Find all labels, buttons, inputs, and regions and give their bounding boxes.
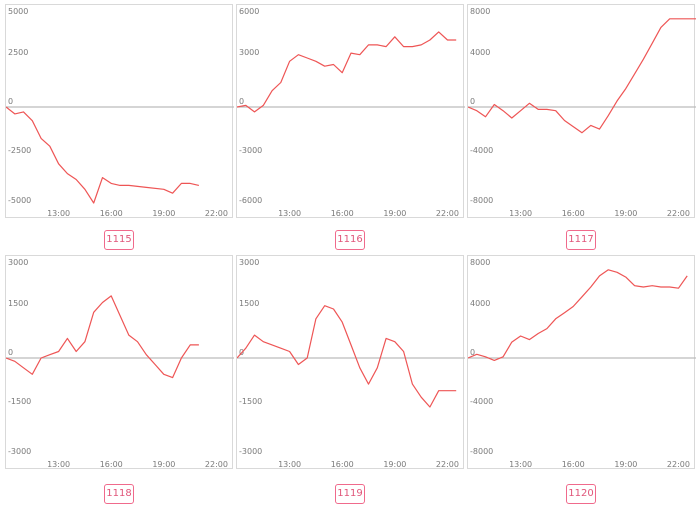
x-tick-label: 19:00 (383, 460, 406, 469)
series-line (468, 18, 696, 134)
y-tick-label: 0 (8, 348, 13, 357)
y-tick-label: 0 (239, 97, 244, 106)
y-tick-label: 0 (8, 97, 13, 106)
x-tick-label: 16:00 (100, 209, 123, 218)
y-tick-label: -8000 (470, 196, 493, 205)
y-tick-label: 3000 (8, 258, 28, 267)
x-tick-label: 16:00 (331, 209, 354, 218)
x-tick-label: 16:00 (562, 209, 585, 218)
x-tick-label: 22:00 (205, 460, 228, 469)
y-tick-label: 4000 (470, 48, 490, 57)
x-tick-label: 19:00 (383, 209, 406, 218)
x-tick-label: 22:00 (205, 209, 228, 218)
chart-svg: 6000 3000 0 -3000 -6000 13:00 16:00 19:00 22:00 (237, 7, 465, 218)
chart-id-badge-1119[interactable]: 1119 (335, 484, 365, 504)
x-tick-label: 19:00 (614, 460, 637, 469)
y-tick-label: -3000 (8, 447, 31, 456)
x-tick-label: 22:00 (436, 209, 459, 218)
y-tick-label: -8000 (470, 447, 493, 456)
chart-id-badge-1115[interactable]: 1115 (104, 230, 134, 250)
x-tick-label: 22:00 (667, 209, 690, 218)
y-tick-label: 3000 (239, 48, 259, 57)
x-tick-label: 16:00 (331, 460, 354, 469)
x-tick-label: 16:00 (562, 460, 585, 469)
chart-panel-1115: 5000 2500 0 -2500 -5000 13:00 16:00 19:00 22:00 (5, 4, 234, 218)
x-tick-label: 22:00 (436, 460, 459, 469)
x-tick-label: 19:00 (152, 460, 175, 469)
chart-id-badge-1118[interactable]: 1118 (104, 484, 134, 504)
x-tick-label: 13:00 (509, 209, 532, 218)
y-tick-label: -2500 (8, 146, 31, 155)
x-tick-label: 19:00 (614, 209, 637, 218)
y-tick-label: -5000 (8, 196, 31, 205)
y-tick-label: 1500 (8, 299, 28, 308)
y-tick-label: -3000 (239, 146, 262, 155)
y-tick-label: 3000 (239, 258, 259, 267)
y-tick-label: -6000 (239, 196, 262, 205)
x-tick-label: 13:00 (278, 209, 301, 218)
chart-id-badge-1116[interactable]: 1116 (335, 230, 365, 250)
x-tick-label: 19:00 (152, 209, 175, 218)
series-line (237, 31, 457, 113)
chart-panel-1116: 6000 3000 0 -3000 -6000 13:00 16:00 19:00 22:00 (236, 4, 465, 218)
series-line (6, 295, 199, 379)
x-tick-label: 13:00 (278, 460, 301, 469)
chart-id-badge-1120[interactable]: 1120 (566, 484, 596, 504)
y-tick-label: 2500 (8, 48, 28, 57)
chart-panel-1120: 8000 4000 0 -4000 -8000 13:00 16:00 19:00 22:00 (467, 255, 696, 469)
chart-panel-1119: 3000 1500 0 -1500 -3000 13:00 16:00 19:00 22:00 (236, 255, 465, 469)
y-tick-label: -4000 (470, 397, 493, 406)
x-tick-label: 13:00 (509, 460, 532, 469)
y-tick-label: 5000 (8, 7, 28, 16)
chart-svg: 3000 1500 0 -1500 -3000 13:00 16:00 19:00 22:00 (6, 258, 234, 469)
chart-panel-1117: 8000 4000 0 -4000 -8000 13:00 16:00 19:00 22:00 (467, 4, 696, 218)
y-tick-label: 0 (470, 97, 475, 106)
chart-svg: 8000 4000 0 -4000 -8000 13:00 16:00 19:00 22:00 (468, 258, 696, 469)
y-tick-label: 4000 (470, 299, 490, 308)
y-tick-label: -4000 (470, 146, 493, 155)
y-tick-label: 6000 (239, 7, 259, 16)
y-tick-label: 0 (470, 348, 475, 357)
y-tick-label: -1500 (8, 397, 31, 406)
series-line (6, 106, 200, 204)
x-tick-label: 16:00 (100, 460, 123, 469)
chart-panel-1118: 3000 1500 0 -1500 -3000 13:00 16:00 19:00 22:00 (5, 255, 234, 469)
chart-svg: 5000 2500 0 -2500 -5000 13:00 16:00 19:00 22:00 (6, 7, 234, 218)
y-tick-label: 8000 (470, 7, 490, 16)
series-line (468, 269, 688, 362)
y-tick-label: -1500 (239, 397, 262, 406)
x-tick-label: 13:00 (47, 209, 70, 218)
y-tick-label: -3000 (239, 447, 262, 456)
x-tick-label: 22:00 (667, 460, 690, 469)
chart-id-badge-1117[interactable]: 1117 (566, 230, 596, 250)
series-line (237, 305, 457, 408)
y-tick-label: 8000 (470, 258, 490, 267)
chart-svg: 8000 4000 0 -4000 -8000 13:00 16:00 19:00 22:00 (468, 7, 696, 218)
y-tick-label: 1500 (239, 299, 259, 308)
x-tick-label: 13:00 (47, 460, 70, 469)
